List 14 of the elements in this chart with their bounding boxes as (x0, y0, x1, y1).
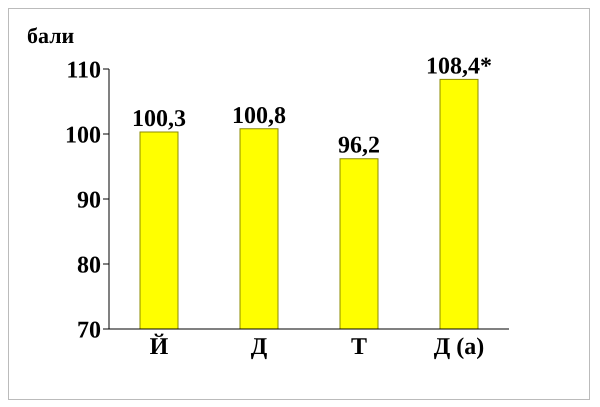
x-tick-label: Д (а) (434, 334, 484, 360)
data-label: 100,8 (232, 102, 286, 129)
data-label: 96,2 (338, 132, 380, 159)
data-label: 108,4* (426, 53, 492, 80)
x-tick-label: Й (150, 333, 169, 360)
y-tick-label: 80 (77, 252, 101, 279)
x-tick-label: Д (250, 334, 268, 360)
y-tick-label: 110 (66, 58, 101, 84)
y-axis-title: бали (27, 23, 74, 49)
y-tick-label: 70 (77, 318, 101, 344)
y-tick-label: 100 (65, 122, 101, 149)
y-tick-label: 90 (77, 188, 101, 214)
x-tick-label: Т (350, 334, 368, 360)
data-label: 100,3 (132, 106, 186, 132)
